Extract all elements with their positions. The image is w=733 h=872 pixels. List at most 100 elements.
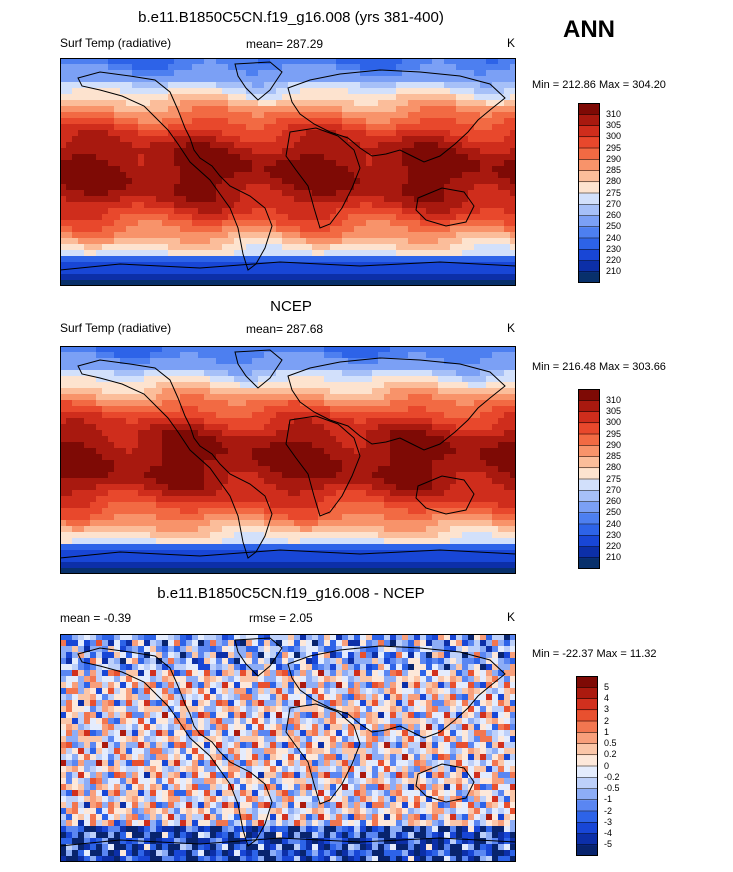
colorbar-swatch [578, 400, 600, 412]
colorbar-tick-label: 275 [606, 187, 622, 198]
colorbar-tick-label: 230 [606, 529, 622, 540]
colorbar-tick-label: 230 [606, 243, 622, 254]
map-frame [60, 634, 516, 862]
panel-3-rmse-label: rmse = 2.05 [249, 611, 313, 625]
colorbar-swatch [576, 822, 598, 834]
colorbar-tick-label: 210 [606, 266, 622, 277]
colorbar-swatch [578, 103, 600, 115]
colorbar-swatch [578, 226, 600, 239]
colorbar-tick-label: 240 [606, 518, 622, 529]
colorbar-tick-label: 290 [606, 439, 622, 450]
colorbar-tick-label: 280 [606, 176, 622, 187]
colorbar-swatch [578, 159, 600, 171]
colorbar-swatch [578, 512, 600, 525]
colorbar-tick-label: 295 [606, 142, 622, 153]
panel-1-variable-label: Surf Temp (radiative) [60, 36, 172, 50]
colorbar-swatch [576, 698, 598, 711]
coastline-outlines [60, 349, 516, 574]
colorbar-tick-label: 5 [604, 681, 610, 692]
panel-1-mean-label: mean= 287.29 [246, 37, 324, 51]
colorbar-tick-label: -0.5 [604, 783, 620, 793]
panel-1-title: b.e11.B1850C5CN.f19_g16.008 (yrs 381-400… [138, 9, 444, 26]
panel-3-range: Min = -22.37 Max = 11.32 [532, 648, 657, 660]
colorbar-tick-label: 305 [606, 406, 622, 416]
season-label: ANN [563, 16, 615, 43]
panel-2-title: NCEP [270, 298, 312, 315]
colorbar-tick-label: 240 [606, 232, 622, 243]
colorbar-swatch [578, 204, 600, 216]
colorbar-swatch [578, 125, 600, 138]
colorbar-swatch [576, 709, 598, 722]
map-frame [60, 58, 516, 286]
colorbar-swatch [578, 181, 600, 194]
colorbar-swatch [578, 238, 600, 250]
colorbar-tick-label: 270 [606, 484, 622, 495]
colorbar-swatch [578, 467, 600, 480]
colorbar-swatch [578, 524, 600, 536]
colorbar-tick-label: 0 [604, 760, 610, 771]
colorbar-tick-label: 305 [606, 120, 622, 130]
panel-2-units: K [507, 321, 516, 335]
panel-3-colorbar-labels: 5 4 3 2 1 0.5 0.2 0 -0.2 -0.5 -1 -2 -3 -4 -5 [604, 676, 644, 856]
colorbar-tick-label: -0.2 [604, 771, 620, 782]
panel-3-title: b.e11.B1850C5CN.f19_g16.008 - NCEP [157, 585, 425, 602]
panel-1-range: Min = 212.86 Max = 304.20 [532, 79, 666, 91]
colorbar-tick-label: 260 [606, 210, 622, 220]
colorbar-tick-label: 295 [606, 428, 622, 439]
colorbar-tick-label: 260 [606, 496, 622, 506]
colorbar-swatch [578, 114, 600, 126]
colorbar-tick-label: 270 [606, 198, 622, 209]
panel-3-colorbar [576, 676, 598, 856]
colorbar-swatch [576, 687, 598, 699]
panel-2-mean-label: mean= 287.68 [246, 322, 324, 336]
panel-2-colorbar-labels: 310 305 300 295 290 285 280 275 270 260 250 240 230 2… [606, 389, 646, 569]
colorbar-tick-label: -3 [604, 816, 613, 827]
colorbar-swatch [578, 389, 600, 401]
colorbar-tick-label: 220 [606, 541, 622, 551]
panel-1-colorbar-labels: 310 305 300 295 290 285 280 275 270 260 250 240 230 2… [606, 103, 646, 283]
panel-1-map [60, 58, 516, 286]
colorbar-tick-label: 0.2 [604, 749, 617, 760]
colorbar-tick-label: 310 [606, 108, 622, 119]
colorbar-swatch [578, 411, 600, 424]
colorbar-swatch [578, 434, 600, 446]
colorbar-swatch [578, 148, 600, 160]
colorbar-swatch [578, 170, 600, 183]
colorbar-tick-label: 210 [606, 552, 622, 563]
colorbar-swatch [576, 788, 598, 801]
colorbar-tick-label: 300 [606, 417, 622, 428]
colorbar-tick-label: 250 [606, 507, 622, 518]
colorbar-tick-label: 285 [606, 165, 622, 175]
colorbar-swatch [578, 271, 600, 283]
colorbar-swatch [578, 422, 600, 435]
coastline-outlines [60, 61, 516, 286]
colorbar-swatch [576, 676, 598, 688]
colorbar-swatch [578, 535, 600, 547]
colorbar-tick-label: 275 [606, 473, 622, 484]
colorbar-tick-label: -4 [604, 828, 613, 838]
colorbar-swatch [576, 811, 598, 823]
map-frame [60, 346, 516, 574]
panel-2-colorbar [578, 389, 600, 569]
colorbar-tick-label: 4 [604, 693, 610, 703]
colorbar-swatch [576, 833, 598, 846]
colorbar-tick-label: 0.5 [604, 738, 617, 748]
colorbar-swatch [576, 754, 598, 767]
colorbar-tick-label: -2 [604, 805, 613, 816]
colorbar-swatch [578, 501, 600, 514]
colorbar-swatch [576, 743, 598, 756]
colorbar-swatch [578, 215, 600, 228]
panel-3-mean-label: mean = -0.39 [60, 611, 132, 625]
colorbar-swatch [576, 844, 598, 856]
panel-1-units: K [507, 36, 516, 50]
colorbar-swatch [578, 249, 600, 261]
colorbar-swatch [578, 193, 600, 205]
colorbar-swatch [576, 777, 598, 789]
coastline-outlines [60, 637, 516, 862]
panel-2-range: Min = 216.48 Max = 303.66 [532, 361, 666, 373]
colorbar-swatch [576, 721, 598, 733]
colorbar-tick-label: 285 [606, 451, 622, 461]
panel-2-variable-label: Surf Temp (radiative) [60, 321, 172, 335]
colorbar-tick-label: 290 [606, 153, 622, 164]
panel-3-map [60, 634, 516, 862]
